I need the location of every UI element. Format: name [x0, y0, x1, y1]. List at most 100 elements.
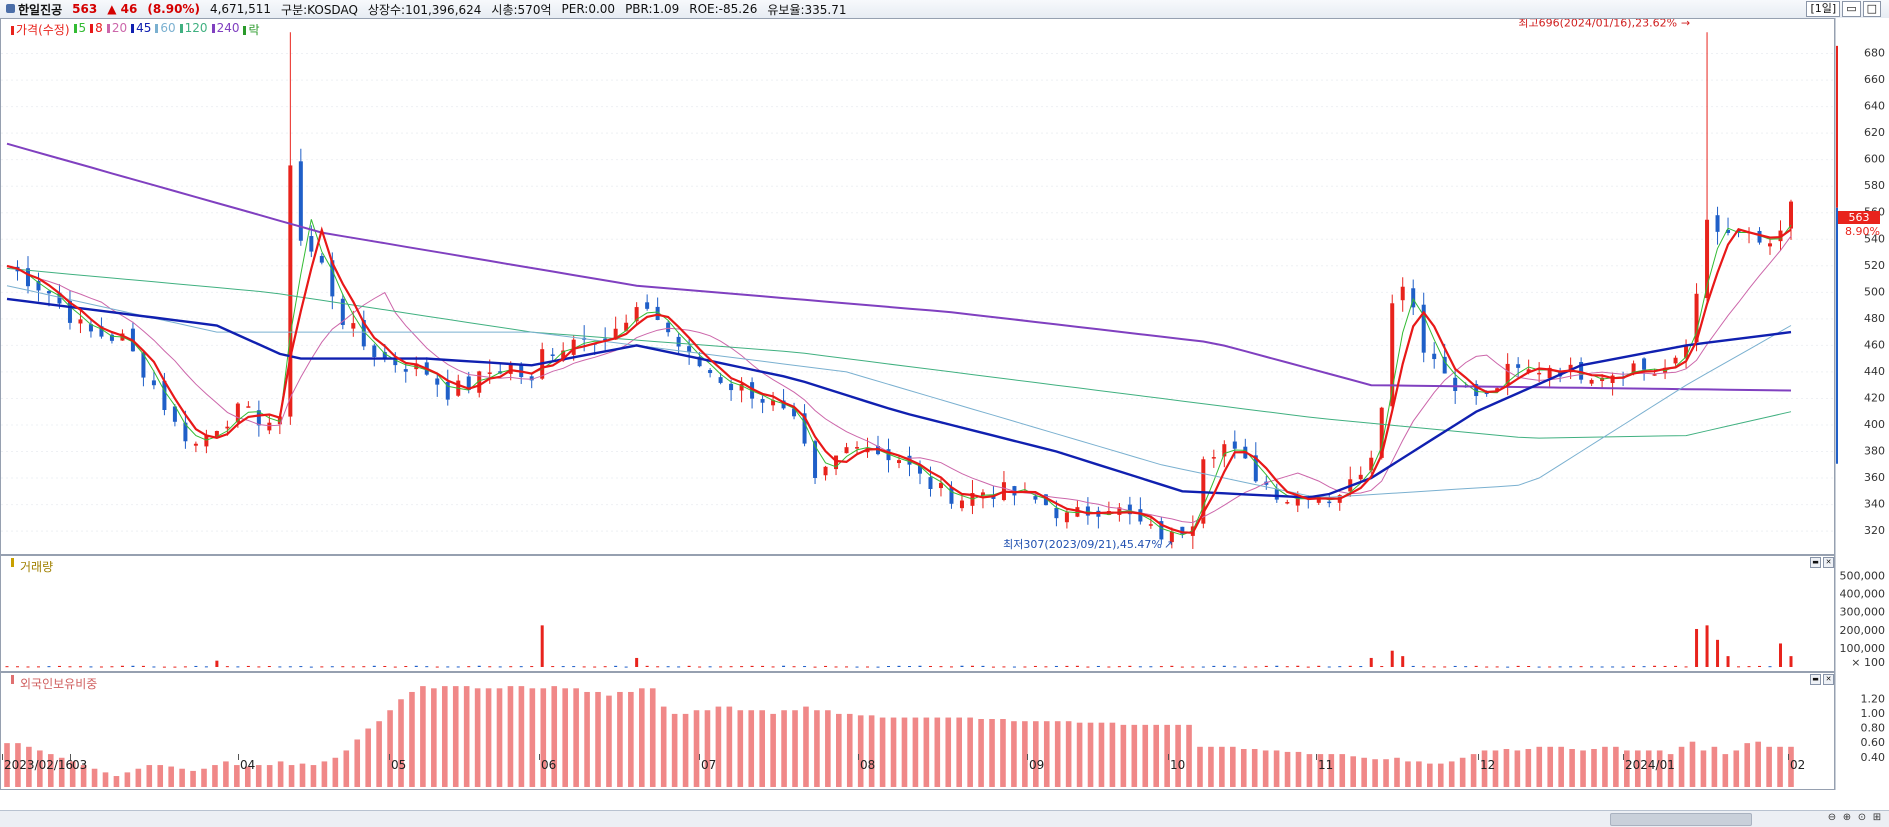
volume-bar	[1138, 666, 1142, 668]
volume-bar	[1422, 666, 1426, 668]
volume-bar	[1096, 665, 1100, 667]
foreign-axis: 0.40 0.60 0.80 1.00 1.20	[1834, 672, 1889, 790]
pane-collapse-icon[interactable]: ▬	[1810, 674, 1821, 685]
candle-body	[1421, 304, 1426, 353]
foreign-pane[interactable]: 외국인보유비중 ▬ ✕	[0, 672, 1835, 790]
foreign-bar	[58, 757, 65, 787]
foreign-bar	[759, 710, 765, 787]
foreign-chart	[4, 686, 1794, 787]
volume-pane[interactable]: 거래량 ▬ ✕	[0, 555, 1835, 672]
foreign-bar	[1733, 750, 1740, 787]
volume-bar	[1128, 665, 1132, 667]
volume-bar	[803, 666, 807, 668]
foreign-bar	[573, 688, 579, 787]
price-tick-label: 600	[1864, 153, 1885, 166]
volume-legend-swatch	[11, 558, 14, 567]
candle-body	[1148, 524, 1153, 526]
volume-bar	[1191, 666, 1195, 668]
volume-bar	[1264, 665, 1268, 667]
volume-bar	[267, 666, 271, 668]
foreign-bar	[69, 761, 76, 787]
volume-bar	[362, 666, 366, 668]
minimize-icon[interactable]: ▭	[1842, 1, 1861, 17]
volume-bar	[834, 666, 838, 668]
foreign-bar	[365, 728, 371, 787]
foreign-bar	[879, 717, 886, 787]
foreign-bar	[682, 713, 689, 787]
price-chart: 최고696(2024/01/16),23.62% → 최저307(2023/09/2…	[1, 16, 1834, 551]
volume-bar	[540, 625, 544, 667]
foreign-bar	[1470, 754, 1477, 787]
candle-body	[109, 334, 114, 341]
candle-body	[980, 492, 985, 496]
foreign-bar	[168, 766, 174, 787]
pane-close-icon[interactable]: ✕	[1823, 674, 1834, 685]
price-pane[interactable]: 가격(수정) 5 8 20 45 60 120 240 락 최고696(2024/01/16),…	[0, 16, 1835, 555]
volume-bar	[1086, 666, 1090, 668]
zoom-reset-icon[interactable]: ⊙	[1857, 812, 1867, 823]
volume-bar	[1653, 665, 1657, 667]
candle-body	[1138, 509, 1143, 522]
candle-body	[1064, 512, 1069, 523]
foreign-bar	[1427, 763, 1433, 787]
candle-body	[1379, 407, 1384, 458]
volume-bar	[1663, 665, 1667, 667]
volume-bar	[582, 666, 586, 668]
candle-body	[917, 465, 922, 474]
price-tick-label: 660	[1864, 73, 1885, 86]
foreign-bar	[1284, 751, 1291, 787]
volume-bar	[278, 666, 282, 668]
volume-bar	[1779, 643, 1783, 667]
bottom-scrollbar[interactable]: ⊖ ⊕ ⊙ ⊞	[0, 810, 1889, 827]
zoom-out-icon[interactable]: ⊖	[1827, 812, 1837, 823]
legend-item: 45	[131, 21, 151, 38]
foreign-bar	[956, 717, 962, 787]
foreign-bar	[1503, 748, 1510, 787]
volume-bar	[246, 665, 250, 667]
volume-bar	[351, 666, 355, 668]
foreign-bar	[737, 710, 744, 787]
foreign-bar	[1481, 750, 1488, 787]
legend-item: 락	[243, 21, 260, 38]
pane-collapse-icon[interactable]: ▬	[1810, 557, 1821, 568]
volume-bar	[1054, 665, 1058, 667]
candle-body	[151, 380, 156, 386]
foreign-bar	[945, 717, 952, 787]
volume-bar	[855, 666, 859, 668]
foreign-bar	[4, 743, 10, 787]
zoom-all-icon[interactable]: ⊞	[1872, 812, 1882, 823]
foreign-bar	[857, 715, 864, 787]
candle-body	[823, 466, 828, 476]
foreign-bar	[1394, 757, 1400, 787]
volume-bar	[1033, 665, 1037, 667]
volume-bar	[1411, 665, 1415, 667]
volume-bar	[299, 666, 303, 668]
candle-body	[1579, 362, 1584, 380]
foreign-bar	[80, 765, 87, 787]
foreign-bar	[671, 713, 678, 787]
volume-bar	[1401, 656, 1405, 667]
last-price-tag: 563	[1838, 211, 1880, 224]
price-tick-label: 440	[1864, 365, 1885, 378]
volume-bar	[47, 666, 51, 668]
volume-bar	[1726, 656, 1730, 667]
zoom-in-icon[interactable]: ⊕	[1842, 812, 1852, 823]
foreign-bar	[299, 763, 306, 787]
period-button[interactable]: [1일]	[1806, 1, 1841, 17]
volume-bar	[446, 666, 450, 668]
maximize-icon[interactable]: □	[1862, 1, 1881, 17]
foreign-bar	[223, 761, 229, 787]
pane-close-icon[interactable]: ✕	[1823, 557, 1834, 568]
volume-bar	[89, 666, 93, 668]
ma60-line	[6, 285, 1792, 498]
candle-body	[666, 322, 671, 333]
scroll-thumb[interactable]	[1610, 813, 1752, 826]
foreign-bar	[781, 710, 787, 787]
candle-body	[1316, 497, 1321, 503]
foreign-bar	[266, 765, 273, 787]
price-tick-label: 340	[1864, 498, 1885, 511]
foreign-bar	[967, 717, 973, 787]
candle-body	[508, 363, 513, 374]
price-tick-label: 540	[1864, 232, 1885, 245]
foreign-bar	[693, 710, 700, 787]
